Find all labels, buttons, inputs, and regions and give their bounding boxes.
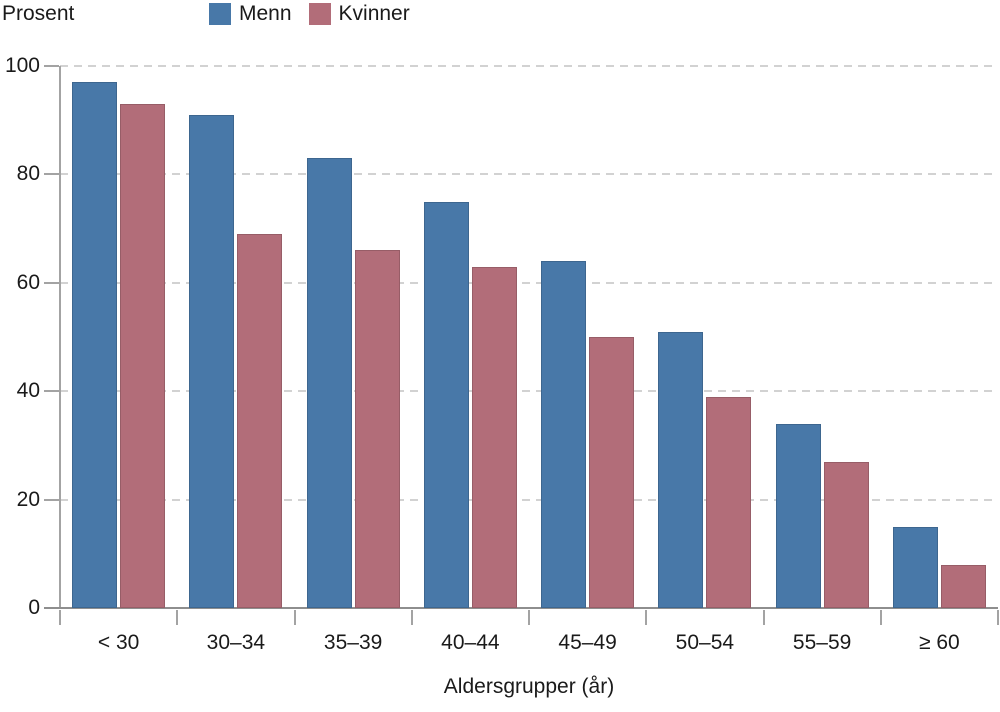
x-category-label-7: 55–59 — [792, 631, 852, 654]
bar-kvinner-6 — [706, 396, 752, 608]
y-tick-label-20: 20 — [16, 487, 40, 511]
legend-swatch-menn — [209, 3, 231, 25]
x-tick-1 — [176, 610, 179, 625]
bar-kvinner-4 — [471, 266, 517, 608]
y-tick-60 — [44, 281, 59, 284]
x-tick-7 — [879, 610, 882, 625]
legend-item-menn: Menn — [209, 2, 292, 26]
legend: Menn Kvinner — [209, 2, 410, 26]
y-tick-label-0: 0 — [28, 596, 40, 619]
gridline-60 — [60, 281, 998, 284]
bar-group-6 — [646, 66, 763, 608]
gridline-20 — [60, 498, 998, 501]
y-tick-40 — [44, 390, 59, 393]
x-axis-line — [44, 607, 998, 609]
bar-menn-5 — [541, 261, 587, 608]
y-tick-80 — [44, 173, 59, 176]
x-tick-0 — [59, 610, 61, 625]
gridline-40 — [60, 390, 998, 393]
bar-group-2 — [177, 66, 294, 608]
y-tick-label-60: 60 — [16, 270, 40, 294]
legend-swatch-kvinner — [308, 3, 331, 25]
x-category-label-8: ≥ 60 — [919, 631, 960, 654]
y-tick-label-40: 40 — [16, 379, 40, 403]
y-tick-20 — [44, 498, 59, 501]
x-tick-5 — [645, 610, 648, 625]
gridline-80 — [60, 173, 998, 176]
bar-menn-4 — [423, 201, 469, 608]
y-axis-unit-label: Prosent — [2, 2, 75, 25]
y-tick-label-100: 100 — [4, 54, 40, 77]
x-axis-title: Aldersgrupper (år) — [443, 675, 615, 698]
bar-menn-3 — [306, 158, 352, 608]
bar-group-3 — [295, 66, 412, 608]
bar-menn-2 — [189, 114, 235, 608]
x-tick-3 — [410, 610, 413, 625]
bar-menn-6 — [658, 331, 704, 608]
y-tick-100 — [44, 65, 59, 67]
bar-kvinner-1 — [120, 103, 166, 608]
x-tick-2 — [293, 610, 296, 625]
bar-kvinner-3 — [354, 250, 400, 608]
y-tick-label-80: 80 — [16, 162, 40, 186]
x-tick-4 — [528, 610, 530, 625]
bar-group-5 — [529, 66, 646, 608]
gridline-100 — [60, 65, 998, 67]
bar-group-8 — [881, 66, 998, 608]
x-category-label-4: 40–44 — [441, 631, 500, 654]
bar-group-1 — [60, 66, 177, 608]
legend-label: Menn — [239, 2, 292, 25]
bar-group-7 — [764, 66, 881, 608]
legend-label: Kvinner — [338, 2, 410, 25]
x-category-label-5: 45–49 — [558, 631, 617, 654]
bar-kvinner-2 — [237, 234, 283, 608]
bar-kvinner-7 — [823, 461, 869, 608]
x-tick-6 — [762, 610, 765, 625]
legend-item-kvinner: Kvinner — [308, 2, 410, 26]
x-category-label-3: 35–39 — [323, 631, 383, 654]
x-category-label-6: 50–54 — [675, 631, 735, 654]
bar-group-4 — [412, 66, 529, 608]
x-category-label-1: < 30 — [97, 631, 140, 654]
bar-kvinner-5 — [589, 337, 635, 608]
x-category-label-2: 30–34 — [206, 631, 266, 654]
x-tick-8 — [997, 610, 999, 625]
plot-area: 0 20 40 60 80 100 < 30 30–34 35–39 40–44 45–49 50–5… — [5, 55, 999, 654]
bar-menn-8 — [892, 526, 938, 608]
bar-menn-7 — [775, 423, 821, 608]
bar-menn-1 — [72, 82, 118, 608]
y-axis-line — [59, 66, 61, 608]
bar-kvinner-8 — [940, 564, 986, 608]
